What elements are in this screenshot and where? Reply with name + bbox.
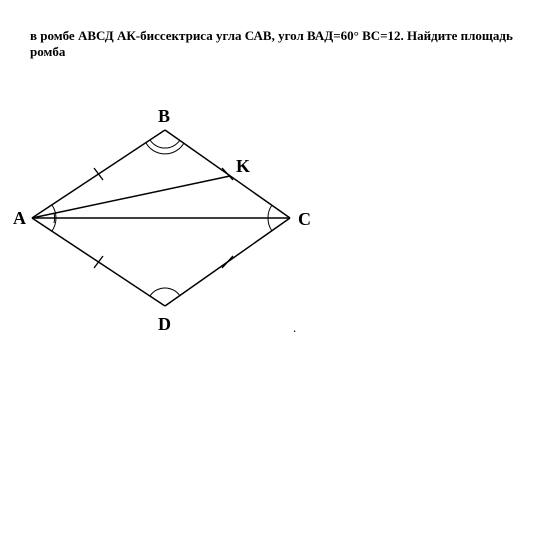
bisector-ak [32,176,230,218]
label-b: B [158,106,170,127]
label-c: C [298,209,311,230]
rhombus-diagram: A B C D K [10,90,330,350]
label-d: D [158,314,171,335]
stray-dot: . [293,320,296,336]
problem-statement: в ромбе АВСД АК-биссектриса угла САВ, уг… [30,28,530,60]
angle-arc-d [150,288,180,296]
label-a: A [13,208,26,229]
diagram-svg [10,90,330,350]
angle-arc-b [146,140,184,154]
label-k: K [236,156,250,177]
